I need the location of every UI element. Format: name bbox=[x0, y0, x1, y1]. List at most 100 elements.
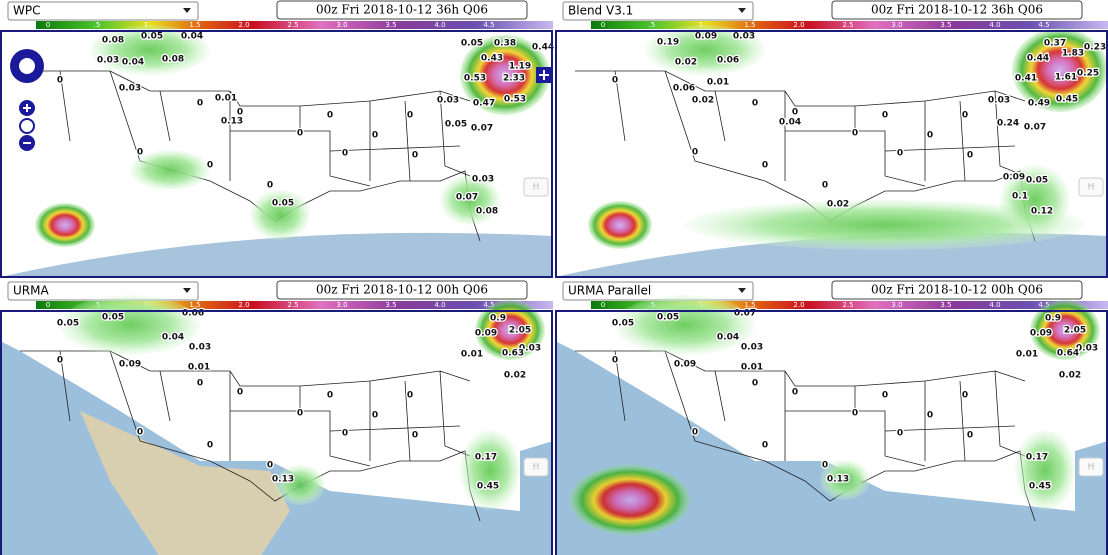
precip-area bbox=[60, 295, 200, 355]
station-value: 0.02 bbox=[827, 200, 849, 210]
station-value: 0.07 bbox=[456, 193, 478, 203]
precip-area bbox=[615, 295, 755, 355]
station-value: 0 bbox=[792, 108, 798, 118]
station-value: 0 bbox=[852, 409, 858, 419]
colorbar-label: 4.5 bbox=[483, 21, 494, 29]
station-value: 0 bbox=[137, 428, 143, 438]
colorbar-label: .5 bbox=[649, 21, 656, 29]
station-value: 0.25 bbox=[1077, 69, 1099, 79]
colorbar-label: 0 bbox=[601, 21, 605, 29]
station-value: 0 bbox=[407, 391, 413, 401]
station-value: 0.05 bbox=[102, 313, 124, 323]
station-value: 0.47 bbox=[473, 99, 495, 109]
station-value: 0 bbox=[327, 111, 333, 121]
station-value: 0 bbox=[237, 108, 243, 118]
precip-area bbox=[685, 200, 1085, 250]
valid-time: 00z Fri 2018-10-12 00h Q06 bbox=[871, 283, 1043, 297]
dropdown-arrow bbox=[183, 288, 191, 293]
station-value: 0 bbox=[962, 391, 968, 401]
station-value: 0.09 bbox=[475, 329, 497, 339]
model-label: Blend V3.1 bbox=[568, 4, 633, 18]
precip-area bbox=[1012, 28, 1108, 112]
colorbar-label: .5 bbox=[94, 21, 101, 29]
colorbar-label: 2.5 bbox=[842, 21, 853, 29]
colorbar-label: 2.0 bbox=[793, 301, 804, 309]
station-value: 0.07 bbox=[1024, 123, 1046, 133]
station-value: 0 bbox=[237, 388, 243, 398]
station-value: 0.04 bbox=[717, 333, 739, 343]
station-value: 0 bbox=[297, 409, 303, 419]
station-value: 0 bbox=[612, 356, 618, 366]
h-button[interactable] bbox=[1078, 457, 1104, 477]
precip-area bbox=[460, 430, 520, 510]
station-value: 0.43 bbox=[481, 54, 503, 64]
station-value: 0.04 bbox=[181, 32, 203, 42]
station-value: 0.09 bbox=[1003, 173, 1025, 183]
model-label: URMA Parallel bbox=[568, 284, 651, 298]
colorbar-label: 4.0 bbox=[989, 301, 1000, 309]
station-value: 0.44 bbox=[532, 43, 554, 53]
station-value: 0 bbox=[897, 149, 903, 159]
station-value: 0 bbox=[762, 441, 768, 451]
station-value: 0 bbox=[967, 151, 973, 161]
colorbar-label: 1 bbox=[699, 21, 703, 29]
precip-area bbox=[275, 465, 325, 505]
dropdown-arrow bbox=[738, 8, 746, 13]
station-value: 0 bbox=[407, 111, 413, 121]
model-dropdown[interactable] bbox=[562, 1, 754, 21]
zoom-in-icon bbox=[23, 104, 31, 112]
h-button[interactable] bbox=[523, 177, 549, 197]
station-value: 0.05 bbox=[445, 120, 467, 130]
station-value: 0.01 bbox=[741, 363, 763, 373]
map: 0.050.05 0.060.040.030.09 0.010.90.09 2.050… bbox=[0, 295, 553, 555]
map: 0.050.05 0.070.040.030.09 0.010.90.09 2.050… bbox=[555, 295, 1108, 555]
station-value: 0.09 bbox=[695, 32, 717, 42]
station-value: 0.01 bbox=[188, 363, 210, 373]
station-value: 0.03 bbox=[1076, 344, 1098, 354]
model-dropdown[interactable] bbox=[7, 1, 199, 21]
station-value: 1.19 bbox=[509, 62, 531, 72]
colorbar-label: 3.5 bbox=[940, 21, 951, 29]
station-value: 0.01 bbox=[215, 94, 237, 104]
station-value: 0 bbox=[882, 111, 888, 121]
precip-area bbox=[570, 465, 690, 535]
station-value: 0.9 bbox=[1045, 314, 1061, 324]
station-value: 0 bbox=[927, 131, 933, 141]
station-value: 0 bbox=[852, 129, 858, 139]
colorbar-label: 3.0 bbox=[891, 21, 902, 29]
colorbar-label: 2.0 bbox=[793, 21, 804, 29]
station-value: 0.02 bbox=[692, 96, 714, 106]
colorbar-label: 3.5 bbox=[385, 301, 396, 309]
station-value: 0.04 bbox=[162, 333, 184, 343]
station-value: 0.37 bbox=[1044, 39, 1066, 49]
station-value: 0.03 bbox=[519, 344, 541, 354]
state-borders bbox=[575, 70, 1036, 242]
map-border bbox=[555, 310, 1108, 555]
h-button[interactable] bbox=[523, 457, 549, 477]
station-value: 0.03 bbox=[119, 84, 141, 94]
colorbar bbox=[591, 301, 1108, 309]
globe[interactable] bbox=[19, 118, 35, 134]
map: 0.08 0.05 0.040.03 0.04 0.080.030.010.130.05… bbox=[0, 25, 555, 278]
station-value: 0.08 bbox=[102, 36, 124, 46]
station-value: 0.03 bbox=[733, 32, 755, 42]
station-value: 0 bbox=[822, 461, 828, 471]
colorbar-label: 3.0 bbox=[336, 301, 347, 309]
map: 0.19 0.09 0.03 0.02 0.06 0.01 0.06 0.02 0.04 0.37… bbox=[555, 25, 1108, 278]
h-button[interactable] bbox=[1078, 177, 1104, 197]
station-value: 0.03 bbox=[741, 343, 763, 353]
station-value: 0.05 bbox=[657, 313, 679, 323]
station-value: 0.04 bbox=[122, 58, 144, 68]
precip-area bbox=[645, 25, 765, 75]
colorbar-label: 2.5 bbox=[287, 301, 298, 309]
station-value: 0.04 bbox=[779, 118, 801, 128]
h-button-label: H bbox=[533, 183, 540, 193]
station-value: 0 bbox=[792, 388, 798, 398]
valid-time: 00z Fri 2018-10-12 00h Q06 bbox=[316, 283, 488, 297]
station-value: 0 bbox=[962, 111, 968, 121]
station-value: 0.05 bbox=[272, 199, 294, 209]
panel: Blend V3.1 00z Fri 2018-10-12 36h Q06 0 .5 1… bbox=[555, 0, 1108, 278]
map-border bbox=[0, 30, 553, 278]
